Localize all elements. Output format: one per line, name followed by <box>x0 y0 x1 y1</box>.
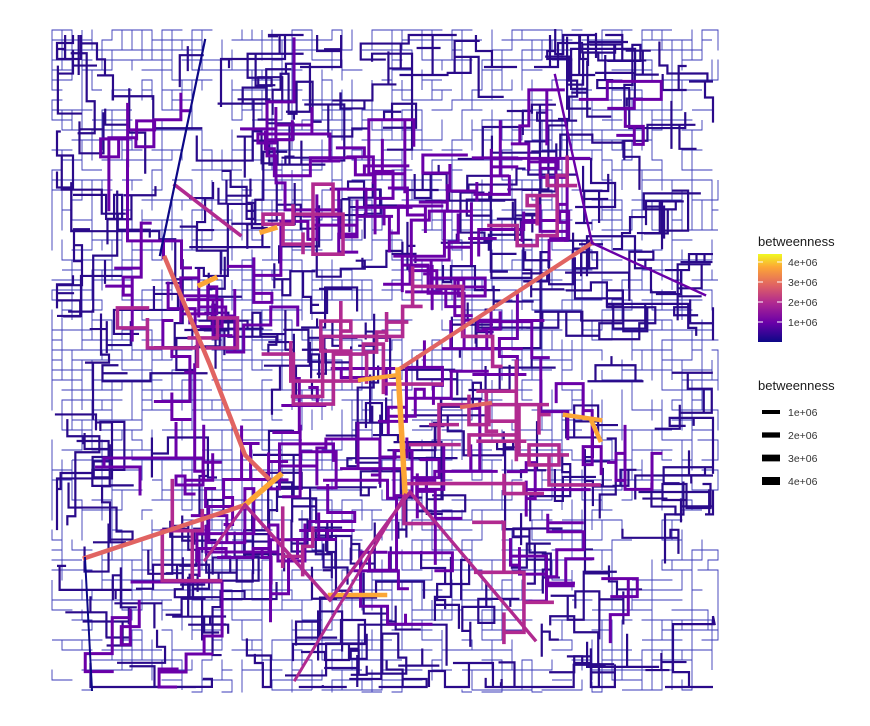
colour-legend-label: 4e+06 <box>788 257 818 269</box>
colour-legend-bar <box>758 254 782 342</box>
corridor-edge-21 <box>459 400 493 410</box>
corridor-edge-14 <box>553 73 594 245</box>
corridor-edge-20 <box>258 224 279 236</box>
upper-mid-betweenness-edges <box>83 37 663 689</box>
size-legend-label: 4e+06 <box>788 476 818 488</box>
corridor-edge-17 <box>562 412 603 423</box>
corridor-edge-12 <box>172 182 243 238</box>
corridor-edge-16 <box>83 556 94 692</box>
corridor-edge-18 <box>589 419 603 443</box>
mid-betweenness-edges <box>54 29 716 689</box>
corridor-edge-2 <box>82 502 248 561</box>
colour-legend-label: 2e+06 <box>788 297 818 309</box>
corridor-edge-8 <box>242 502 333 603</box>
size-legend-label: 3e+06 <box>788 453 818 465</box>
corridor-edge-5 <box>357 372 401 383</box>
corridor-edge-10 <box>292 492 408 683</box>
corridor-edge-15 <box>590 241 707 297</box>
corridor-edge-11 <box>202 502 248 563</box>
corridor-edge-19 <box>196 274 219 289</box>
colour-legend-title: betweenness <box>758 234 835 249</box>
size-legend-title: betweenness <box>758 378 835 393</box>
corridor-edge-9 <box>327 489 538 643</box>
corridor-edge-4 <box>395 367 408 495</box>
corridor-edge-13 <box>158 38 207 257</box>
colour-legend: betweenness 4e+06 3e+06 2e+06 1e+06 <box>758 234 835 342</box>
colour-legend-label: 1e+06 <box>788 317 818 329</box>
size-legend-label: 2e+06 <box>788 430 818 442</box>
corridor-edge-3 <box>395 240 595 373</box>
size-legend-label: 1e+06 <box>788 407 818 419</box>
size-legend: betweenness 1e+06 2e+06 3e+06 4e+06 <box>758 378 835 488</box>
corridor-edge-1 <box>162 255 272 482</box>
network-edges-mid <box>54 29 716 689</box>
colour-legend-label: 3e+06 <box>788 277 818 289</box>
corridor-edge-6 <box>241 471 284 509</box>
network-edges-high <box>82 38 707 692</box>
